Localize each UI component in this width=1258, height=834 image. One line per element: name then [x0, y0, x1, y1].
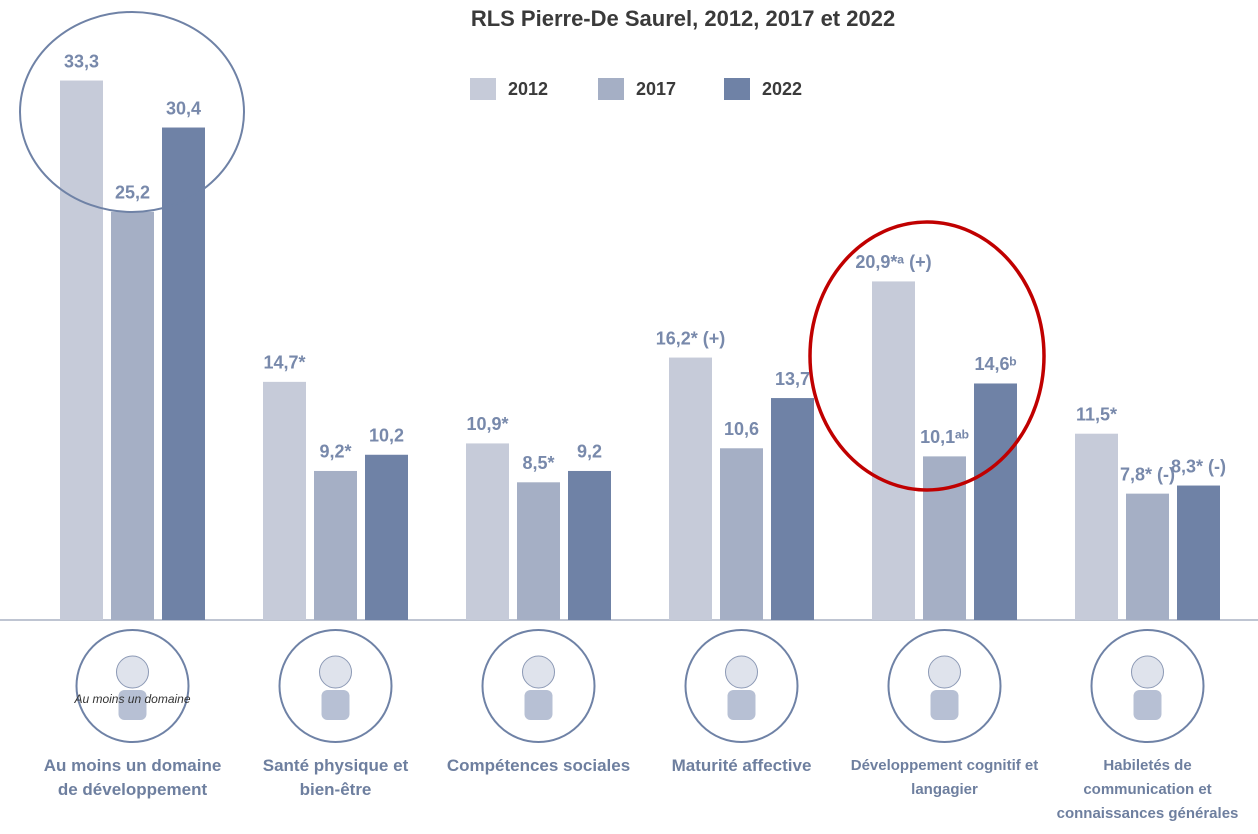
bar	[720, 448, 763, 620]
category-label: Santé physique et bien-être	[241, 754, 431, 802]
value-label: 9,2*	[319, 442, 351, 462]
value-label: 10,1ᵃᵇ	[920, 427, 969, 447]
icon-figure	[726, 656, 758, 688]
bar	[669, 358, 712, 620]
legend-label: 2022	[762, 79, 802, 99]
category-label: Habiletés de communication et connaissan…	[1048, 754, 1248, 826]
category-label: Au moins un domaine de développement	[38, 754, 228, 802]
value-label: 9,2	[577, 442, 602, 462]
value-label: 20,9*ᵃ (+)	[855, 252, 931, 272]
bar	[314, 471, 357, 620]
bar	[923, 456, 966, 620]
value-label: 13,7	[775, 369, 810, 389]
value-label: 8,5*	[522, 453, 554, 473]
chart-title: RLS Pierre-De Saurel, 2012, 2017 et 2022	[471, 6, 895, 31]
bar	[517, 482, 560, 620]
chart: RLS Pierre-De Saurel, 2012, 2017 et 2022…	[0, 0, 1258, 834]
value-label: 16,2* (+)	[656, 328, 726, 348]
bar	[365, 455, 408, 620]
bar	[111, 212, 154, 620]
category-label: Développement cognitif et langagier	[845, 754, 1045, 802]
value-label: 8,3* (-)	[1171, 456, 1226, 476]
value-label: 30,4	[166, 98, 201, 118]
legend-label: 2012	[508, 79, 548, 99]
bar	[263, 382, 306, 620]
legend-swatch	[724, 78, 750, 100]
value-label: 10,2	[369, 426, 404, 446]
icon-figure	[931, 690, 959, 720]
bar	[1075, 434, 1118, 620]
bar	[872, 281, 915, 620]
bar	[771, 398, 814, 620]
bar	[1177, 486, 1220, 620]
value-label: 33,3	[64, 51, 99, 71]
value-label: 25,2	[115, 183, 150, 203]
bar	[1126, 494, 1169, 620]
icon-figure	[320, 656, 352, 688]
legend-swatch	[470, 78, 496, 100]
value-label: 11,5*	[1076, 404, 1117, 424]
value-label: 10,9*	[466, 414, 508, 434]
icon-figure	[322, 690, 350, 720]
bar	[466, 443, 509, 620]
legend-swatch	[598, 78, 624, 100]
legend-label: 2017	[636, 79, 676, 99]
bar	[568, 471, 611, 620]
icon-figure	[525, 690, 553, 720]
icon-text: Au moins un domaine	[73, 692, 190, 706]
bar	[60, 81, 103, 620]
category-label: Maturité affective	[647, 754, 837, 778]
icon-figure	[929, 656, 961, 688]
icon-figure	[117, 656, 149, 688]
value-label: 14,6ᵇ	[974, 354, 1016, 374]
icon-figure	[523, 656, 555, 688]
page: RLS Pierre-De Saurel, 2012, 2017 et 2022…	[0, 0, 1258, 834]
value-label: 14,7*	[263, 353, 305, 373]
icon-figure	[1132, 656, 1164, 688]
icon-figure	[1134, 690, 1162, 720]
icon-figure	[728, 690, 756, 720]
value-label: 10,6	[724, 419, 759, 439]
category-label: Compétences sociales	[444, 754, 634, 778]
bar	[974, 383, 1017, 620]
value-label: 7,8* (-)	[1120, 464, 1175, 484]
